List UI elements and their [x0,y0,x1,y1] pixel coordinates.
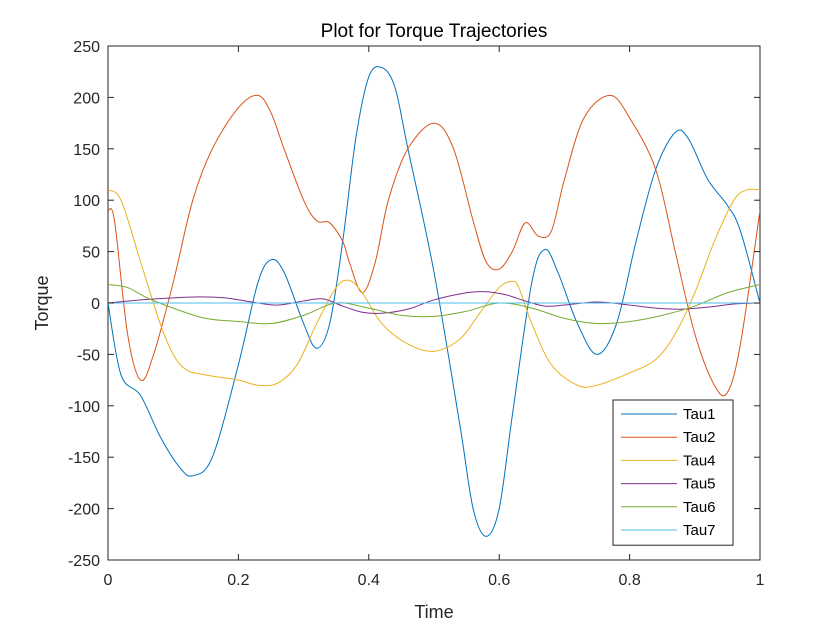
series-group [108,66,760,537]
x-axis-label: Time [414,602,453,622]
x-tick-label: 0.2 [227,572,249,589]
legend-label-tau1: Tau1 [683,406,716,423]
series-line-tau2 [108,94,760,397]
x-tick-label: 0 [104,572,113,589]
y-tick-label: -250 [68,553,100,570]
y-tick-label: -150 [68,450,100,467]
y-tick-label: 100 [73,193,100,210]
legend-label-tau7: Tau7 [683,522,716,539]
legend: Tau1 Tau2 Tau4 Tau5 Tau6 Tau7 [612,399,734,546]
x-tick-label: 0.6 [488,572,510,589]
chart-title: Plot for Torque Trajectories [321,21,548,42]
legend-label-tau5: Tau5 [683,476,716,493]
x-tick-label: 0.4 [358,572,380,589]
series-line-tau6 [108,284,760,325]
series-line-tau4 [108,188,760,388]
y-tick-label: 250 [73,39,100,56]
y-tick-label: -200 [68,502,100,519]
legend-box [612,399,734,546]
series-line-tau1 [108,66,760,537]
y-axis-ticks: 250 200 150 100 50 0 -50 -100 -150 -200 -250 [68,39,760,570]
series-line-tau5 [108,291,760,315]
y-tick-label: 150 [73,142,100,159]
x-axis-ticks: 0 0.2 0.4 0.6 0.8 1 [104,46,765,589]
y-tick-label: -50 [77,347,100,364]
y-axis-label: Torque [32,275,52,330]
y-tick-label: 50 [82,245,100,262]
y-tick-label: 0 [91,296,100,313]
y-tick-label: 200 [73,90,100,107]
legend-label-tau6: Tau6 [683,499,716,516]
x-tick-label: 1 [756,572,765,589]
y-tick-label: -100 [68,399,100,416]
legend-label-tau2: Tau2 [683,429,716,446]
legend-label-tau4: Tau4 [683,452,716,469]
x-tick-label: 0.8 [618,572,640,589]
